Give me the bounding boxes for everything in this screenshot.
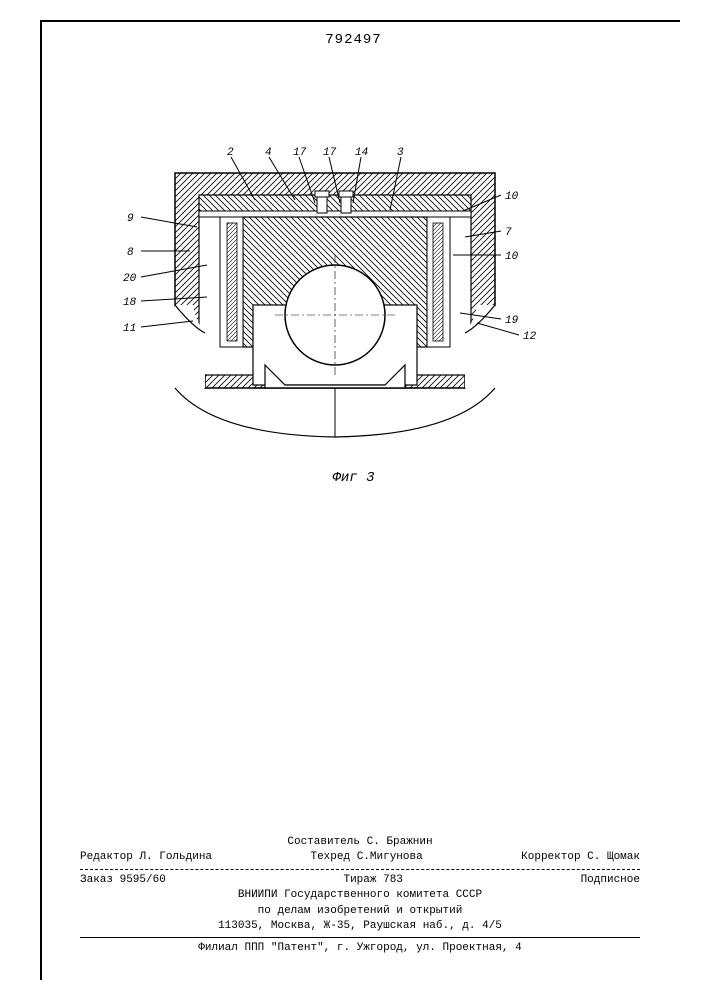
ref-label: 8 [127,247,134,259]
org-line-2: по делам изобретений и открытий [80,904,640,919]
ref-label: 14 [355,147,368,159]
figure-caption: Фиг 3 [0,470,707,486]
ref-label: 20 [123,273,136,285]
drawing-body [175,173,495,437]
ref-label: 7 [505,227,512,239]
ref-label: 17 [293,147,306,159]
order-number: Заказ 9595/60 [80,873,166,888]
ref-label: 19 [505,315,518,327]
ref-label: 11 [123,323,136,335]
ref-label: 18 [123,297,136,309]
address-1: 113035, Москва, Ж-35, Раушская наб., д. … [80,919,640,934]
corrector: Корректор С. Щомак [521,850,640,865]
compiler: Составитель С. Бражнин [80,835,640,850]
editor: Редактор Л. Гольдина [80,850,212,865]
techred: Техред С.Мигунова [310,850,422,865]
technical-diagram: 24171714398201811107101912 [145,155,525,455]
ref-label: 2 [227,147,234,159]
ref-label: 10 [505,251,518,263]
footer-block: Составитель С. Бражнин Редактор Л. Гольд… [80,835,640,957]
ref-label: 17 [323,147,336,159]
ref-label: 10 [505,191,518,203]
org-line-1: ВНИИПИ Государственного комитета СССР [80,888,640,903]
ref-label: 12 [523,331,536,343]
ref-label: 4 [265,147,272,159]
patent-number: 792497 [0,32,707,48]
branch: Филиал ППП "Патент", г. Ужгород, ул. Про… [80,941,640,956]
podpisnoe: Подписное [581,873,640,888]
ref-label: 9 [127,213,134,225]
tirazh: Тираж 783 [343,873,402,888]
ref-label: 3 [397,147,404,159]
